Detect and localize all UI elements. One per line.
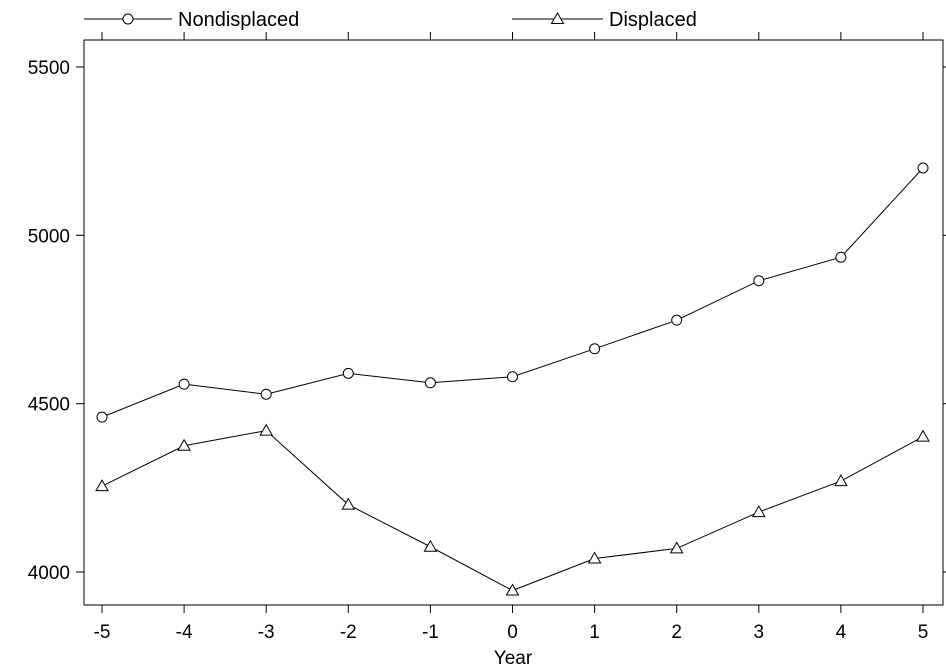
data-point [587, 551, 602, 564]
x-tick-label: -3 [258, 622, 275, 643]
x-tick-label: 5 [918, 622, 929, 643]
legend-label: Nondisplaced [178, 9, 299, 31]
data-point [96, 411, 108, 423]
x-tick-label: -2 [340, 622, 357, 643]
data-point [589, 343, 601, 355]
legend: Nondisplaced Displaced [84, 9, 697, 31]
data-point [341, 497, 356, 510]
data-point [834, 474, 848, 487]
legend-item-displaced: Displaced [512, 9, 697, 31]
y-tick-label: 4500 [28, 395, 70, 416]
x-tick-label: -1 [422, 622, 439, 643]
x-tick-label: -5 [94, 622, 111, 643]
series-layer [95, 162, 930, 596]
axes: -5 -4 -3 -2 -1 0 1 2 3 4 5 4000 4500 5000 5500 [28, 32, 946, 643]
data-point [424, 377, 436, 389]
series-displaced [95, 423, 930, 596]
series-nondisplaced [96, 162, 929, 423]
x-tick-label: 2 [671, 622, 682, 643]
x-tick-label: -4 [176, 622, 193, 643]
x-tick-label: 4 [836, 622, 847, 643]
legend-marker [550, 11, 565, 24]
data-point [423, 539, 438, 552]
data-point [95, 479, 109, 492]
data-point [342, 367, 354, 379]
data-point [507, 371, 518, 383]
data-point [178, 378, 190, 390]
x-tick-label: 0 [507, 622, 518, 643]
data-point [753, 275, 765, 287]
data-point [835, 251, 847, 263]
plot-frame [83, 39, 944, 606]
x-tick-label: 3 [754, 622, 765, 643]
data-point [916, 429, 930, 442]
series-line [101, 430, 924, 592]
legend-item-nondisplaced: Nondisplaced [84, 9, 299, 31]
data-point [751, 505, 766, 518]
y-tick-label: 4000 [28, 563, 70, 584]
legend-label: Displaced [609, 9, 697, 31]
x-tick-label: 1 [589, 622, 600, 643]
y-tick-label: 5000 [28, 226, 70, 247]
data-point [260, 388, 272, 400]
data-point [177, 438, 191, 451]
data-point [917, 162, 929, 174]
x-axis-label: Year [494, 648, 533, 669]
data-point [259, 423, 274, 436]
legend-marker [122, 13, 134, 25]
data-point [669, 541, 684, 554]
y-tick-label: 5500 [28, 58, 70, 79]
data-point [671, 314, 683, 326]
data-point [505, 583, 520, 596]
